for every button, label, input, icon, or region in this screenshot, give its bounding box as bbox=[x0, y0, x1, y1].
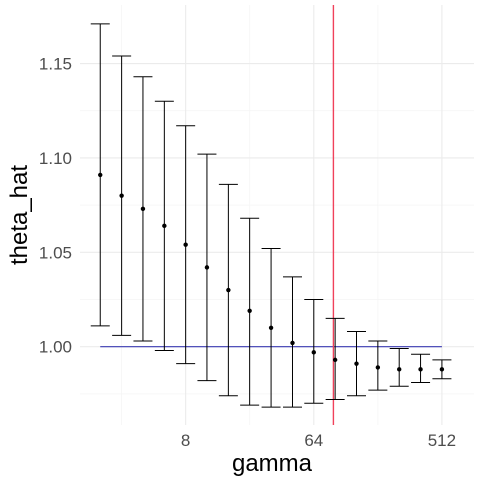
data-point bbox=[311, 350, 316, 355]
data-point bbox=[290, 340, 295, 346]
data-point bbox=[268, 325, 274, 330]
data-point bbox=[226, 287, 231, 293]
data-point bbox=[183, 242, 188, 247]
data-point bbox=[332, 357, 338, 363]
y-tick-label: 1.05 bbox=[39, 243, 72, 262]
data-point bbox=[140, 206, 146, 212]
data-point bbox=[397, 367, 402, 372]
error-bars bbox=[90, 23, 452, 408]
x-tick-label: 8 bbox=[181, 431, 190, 450]
y-tick-label: 1.15 bbox=[39, 55, 72, 74]
x-tick-label: 512 bbox=[428, 431, 456, 450]
data-points bbox=[98, 172, 445, 372]
data-point bbox=[247, 308, 252, 313]
data-point bbox=[119, 193, 124, 198]
x-axis-title: gamma bbox=[232, 450, 313, 477]
x-axis-ticks: 8 64 512 bbox=[181, 431, 456, 450]
data-point bbox=[375, 365, 381, 370]
y-tick-label: 1.00 bbox=[39, 338, 72, 357]
y-axis-title: theta_hat bbox=[6, 165, 33, 265]
data-point bbox=[98, 172, 103, 178]
grid bbox=[80, 5, 474, 425]
y-axis-ticks: 1.00 1.05 1.10 1.15 bbox=[39, 55, 72, 357]
x-tick-label: 64 bbox=[304, 431, 323, 450]
data-point bbox=[162, 223, 167, 229]
y-tick-label: 1.10 bbox=[39, 149, 72, 168]
data-point bbox=[354, 361, 359, 366]
data-point bbox=[204, 265, 210, 270]
data-point bbox=[418, 367, 423, 372]
data-point bbox=[439, 367, 445, 372]
